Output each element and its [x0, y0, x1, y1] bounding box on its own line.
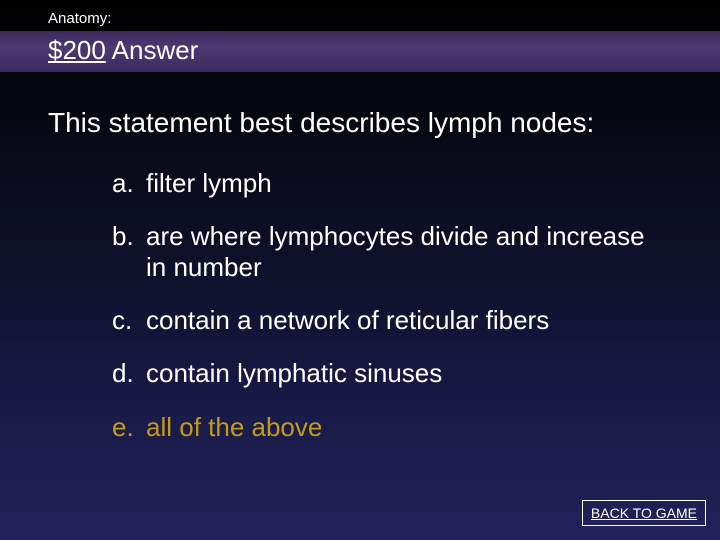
- option-text: all of the above: [146, 412, 672, 443]
- option-e: e. all of the above: [112, 412, 672, 443]
- option-letter: c.: [112, 305, 146, 336]
- back-to-game-button[interactable]: BACK TO GAME: [582, 500, 706, 526]
- option-a: a. filter lymph: [112, 168, 672, 199]
- option-letter: a.: [112, 168, 146, 199]
- option-text: are where lymphocytes divide and increas…: [146, 221, 672, 283]
- option-letter: b.: [112, 221, 146, 283]
- header: Anatomy: $200 Answer: [0, 0, 720, 78]
- option-text: contain a network of reticular fibers: [146, 305, 672, 336]
- question-text: This statement best describes lymph node…: [48, 106, 672, 140]
- title-suffix: Answer: [112, 35, 199, 65]
- option-letter: e.: [112, 412, 146, 443]
- content-area: This statement best describes lymph node…: [0, 78, 720, 443]
- category-label: Anatomy:: [0, 10, 720, 27]
- price-label: $200: [48, 35, 106, 65]
- option-text: contain lymphatic sinuses: [146, 358, 672, 389]
- title-bar: $200 Answer: [0, 31, 720, 72]
- options-list: a. filter lymph b. are where lymphocytes…: [48, 168, 672, 443]
- option-b: b. are where lymphocytes divide and incr…: [112, 221, 672, 283]
- option-text: filter lymph: [146, 168, 672, 199]
- option-c: c. contain a network of reticular fibers: [112, 305, 672, 336]
- option-d: d. contain lymphatic sinuses: [112, 358, 672, 389]
- option-letter: d.: [112, 358, 146, 389]
